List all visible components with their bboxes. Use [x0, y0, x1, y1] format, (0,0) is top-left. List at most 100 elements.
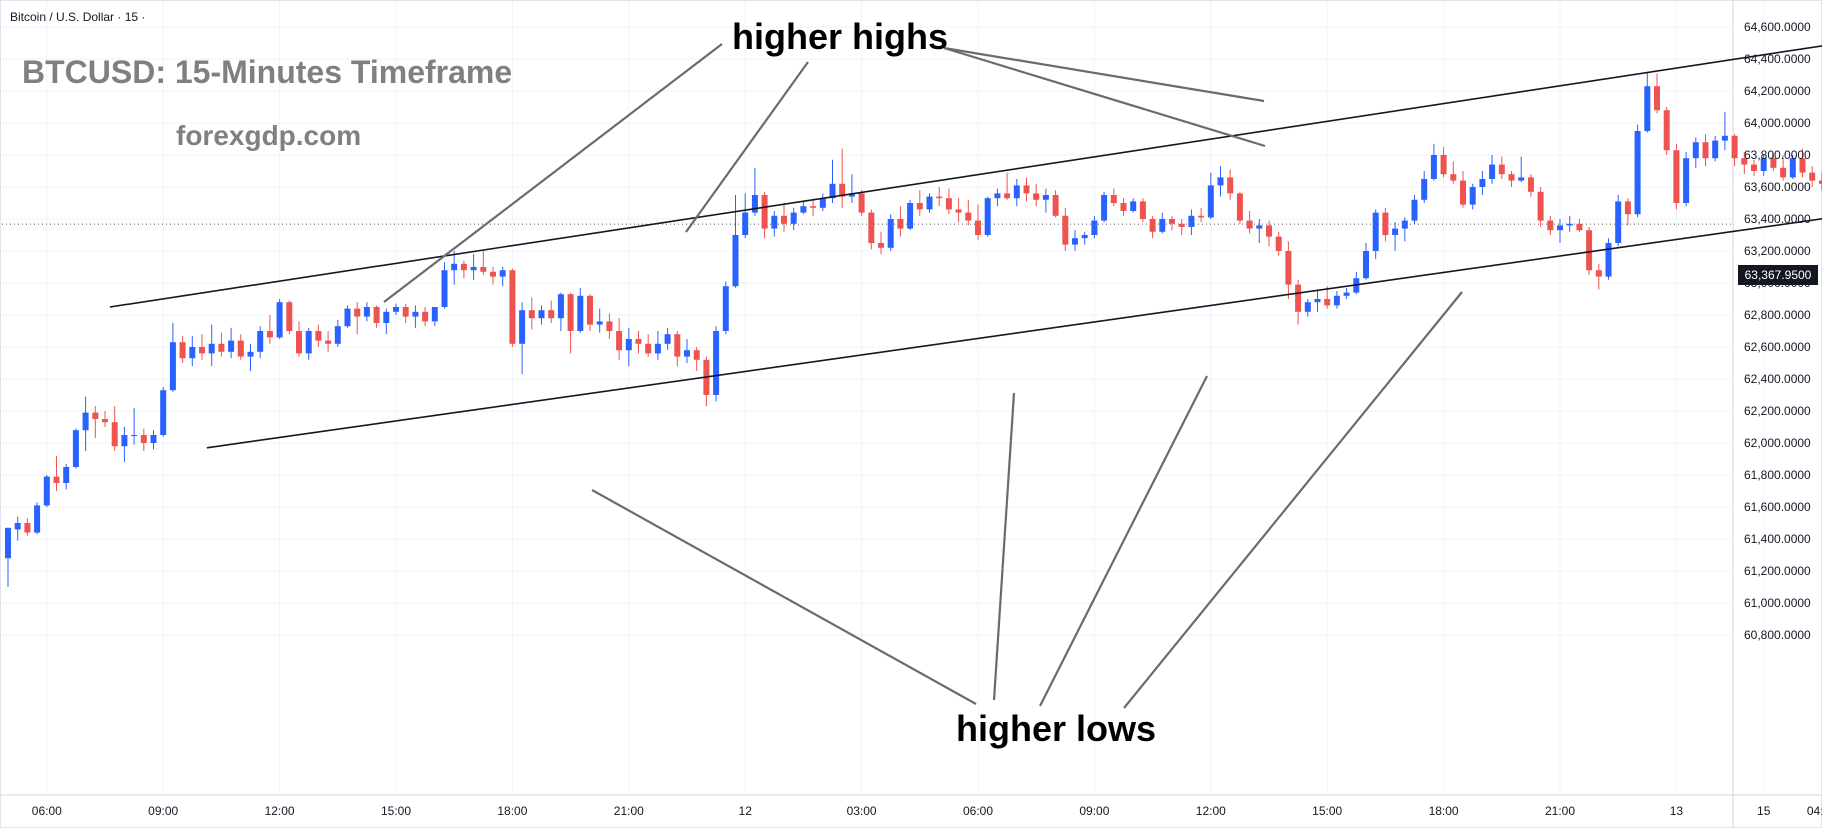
candle-body [858, 193, 865, 213]
candle-body [150, 435, 157, 443]
candle-body [82, 412, 89, 431]
symbol-header: Bitcoin / U.S. Dollar · 15 · [10, 10, 146, 24]
candle-body [1818, 180, 1822, 184]
candle-body [189, 347, 196, 359]
candle-body [1275, 236, 1282, 251]
candle-body [286, 302, 293, 331]
candle-body [839, 183, 846, 197]
candle-body [1673, 150, 1680, 203]
candle-body [1159, 219, 1166, 232]
candle-body [1421, 179, 1428, 200]
candle-body [713, 331, 720, 395]
x-tick-label: 21:00 [1545, 804, 1575, 818]
candle-body [829, 183, 836, 199]
y-tick-label: 64,200.0000 [1744, 84, 1811, 98]
candle-body [53, 476, 60, 483]
candle-body [1217, 177, 1224, 186]
x-tick-label: 12:00 [265, 804, 295, 818]
candle-body [228, 340, 235, 352]
candle-body [218, 343, 225, 352]
candle-body [1809, 172, 1816, 181]
candle-body [1751, 164, 1757, 171]
candle-body [5, 527, 11, 559]
candle-body [625, 339, 632, 351]
trendline-lower [206, 218, 1822, 449]
candle-body [1081, 235, 1088, 239]
candle-body [616, 331, 623, 351]
candle-body [577, 295, 584, 331]
candle-body [1615, 201, 1622, 243]
x-tick-label: 13 [1670, 804, 1684, 818]
candle-body [1479, 179, 1486, 187]
candle-body [1401, 220, 1408, 229]
x-tick-label: 18:00 [1429, 804, 1459, 818]
candle-body [781, 215, 787, 224]
candle-body [1527, 177, 1534, 192]
candle-body [1780, 167, 1787, 178]
candle-body [160, 390, 167, 435]
candle-body [247, 351, 254, 357]
y-tick-label: 60,800.0000 [1744, 628, 1811, 642]
candle-body [751, 195, 758, 213]
candle-body [965, 212, 972, 221]
candle-body [1139, 201, 1146, 219]
candle-body [1052, 195, 1059, 216]
candle-body [1042, 195, 1049, 200]
candle-body [1324, 299, 1331, 306]
candle-body [1169, 219, 1175, 224]
candle-body [1624, 201, 1631, 215]
annotation-higher-highs: higher highs [732, 16, 948, 57]
candle-body [1023, 185, 1030, 194]
candle-body [1062, 215, 1069, 245]
y-tick-label: 61,200.0000 [1744, 564, 1811, 578]
chart-title: BTCUSD: 15-Minutes Timeframe [22, 54, 513, 90]
candle-body [199, 347, 205, 354]
candle-body [1256, 225, 1263, 229]
candle-body [1188, 215, 1195, 227]
candle-body [538, 310, 545, 319]
candle-body [1450, 174, 1457, 181]
candle-body [1101, 195, 1108, 221]
candle-body [121, 435, 128, 447]
candle-body [1295, 284, 1302, 312]
candle-body [897, 219, 904, 229]
candle-body [451, 263, 458, 271]
candle-body [1663, 110, 1670, 151]
candle-body [1285, 251, 1292, 285]
candle-body [325, 340, 332, 344]
candle-body [878, 243, 884, 248]
candle-body [315, 331, 322, 341]
candle-body [1702, 142, 1709, 159]
candle-body [596, 321, 603, 325]
candle-body [587, 295, 593, 325]
candle-body [732, 235, 739, 287]
candle-body [296, 331, 302, 354]
candle-body [1440, 155, 1447, 175]
y-tick-label: 61,800.0000 [1744, 468, 1811, 482]
candle-body [1595, 270, 1602, 277]
candle-body [654, 343, 661, 354]
candle-body [460, 263, 467, 271]
candle-body [334, 326, 341, 344]
candle-body [1411, 199, 1418, 221]
x-tick-label: 18:00 [497, 804, 527, 818]
candle-body [266, 331, 273, 338]
candle-body [868, 212, 875, 243]
candle-body [1266, 225, 1272, 237]
candle-body [1392, 228, 1399, 235]
candle-body [1236, 193, 1243, 221]
candle-body [1207, 185, 1214, 218]
annotation-pointer [685, 61, 809, 233]
candle-body [1586, 230, 1593, 271]
candle-body [1469, 187, 1476, 205]
candle-body [1508, 174, 1515, 181]
candle-body [140, 435, 147, 443]
candle-body [1033, 193, 1040, 200]
y-tick-label: 63,600.0000 [1744, 180, 1811, 194]
candle-body [111, 422, 118, 447]
candle-body [1799, 158, 1806, 173]
candle-body [567, 294, 574, 331]
candle-body [393, 307, 399, 312]
